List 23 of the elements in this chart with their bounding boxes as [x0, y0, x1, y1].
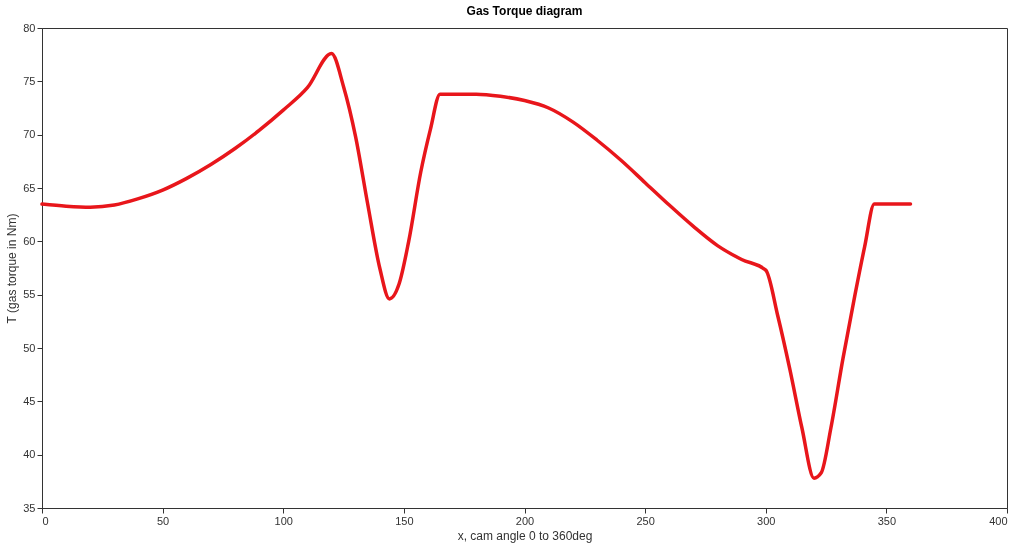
line-series — [40, 51, 913, 480]
y-tick-label: 55 — [23, 288, 36, 301]
y-axis-title: T (gas torque in Nm) — [5, 213, 20, 324]
y-tick-label: 70 — [23, 128, 36, 141]
y-tick-label: 45 — [23, 394, 36, 407]
x-tick-label: 150 — [395, 514, 414, 527]
y-tick-label: 35 — [23, 501, 36, 514]
x-tick-label: 400 — [989, 514, 1008, 527]
y-tick-label: 65 — [23, 181, 36, 194]
x-tick-label: 0 — [42, 514, 49, 527]
y-tick-label: 50 — [23, 341, 36, 354]
y-tick-label: 60 — [23, 234, 36, 247]
x-axis-title: x, cam angle 0 to 360deg — [457, 528, 593, 543]
x-tick-label: 100 — [274, 514, 293, 527]
x-tick-label: 300 — [757, 514, 776, 527]
y-tick-label: 75 — [23, 74, 36, 87]
x-tick-label: 50 — [157, 514, 170, 527]
x-tick-label: 350 — [877, 514, 897, 527]
y-tick-label: 40 — [23, 448, 36, 461]
x-tick-label: 250 — [636, 514, 655, 527]
chart-title: Gas Torque diagram — [466, 4, 583, 18]
y-tick-label: 80 — [23, 21, 36, 34]
x-tick-label: 200 — [515, 514, 535, 527]
